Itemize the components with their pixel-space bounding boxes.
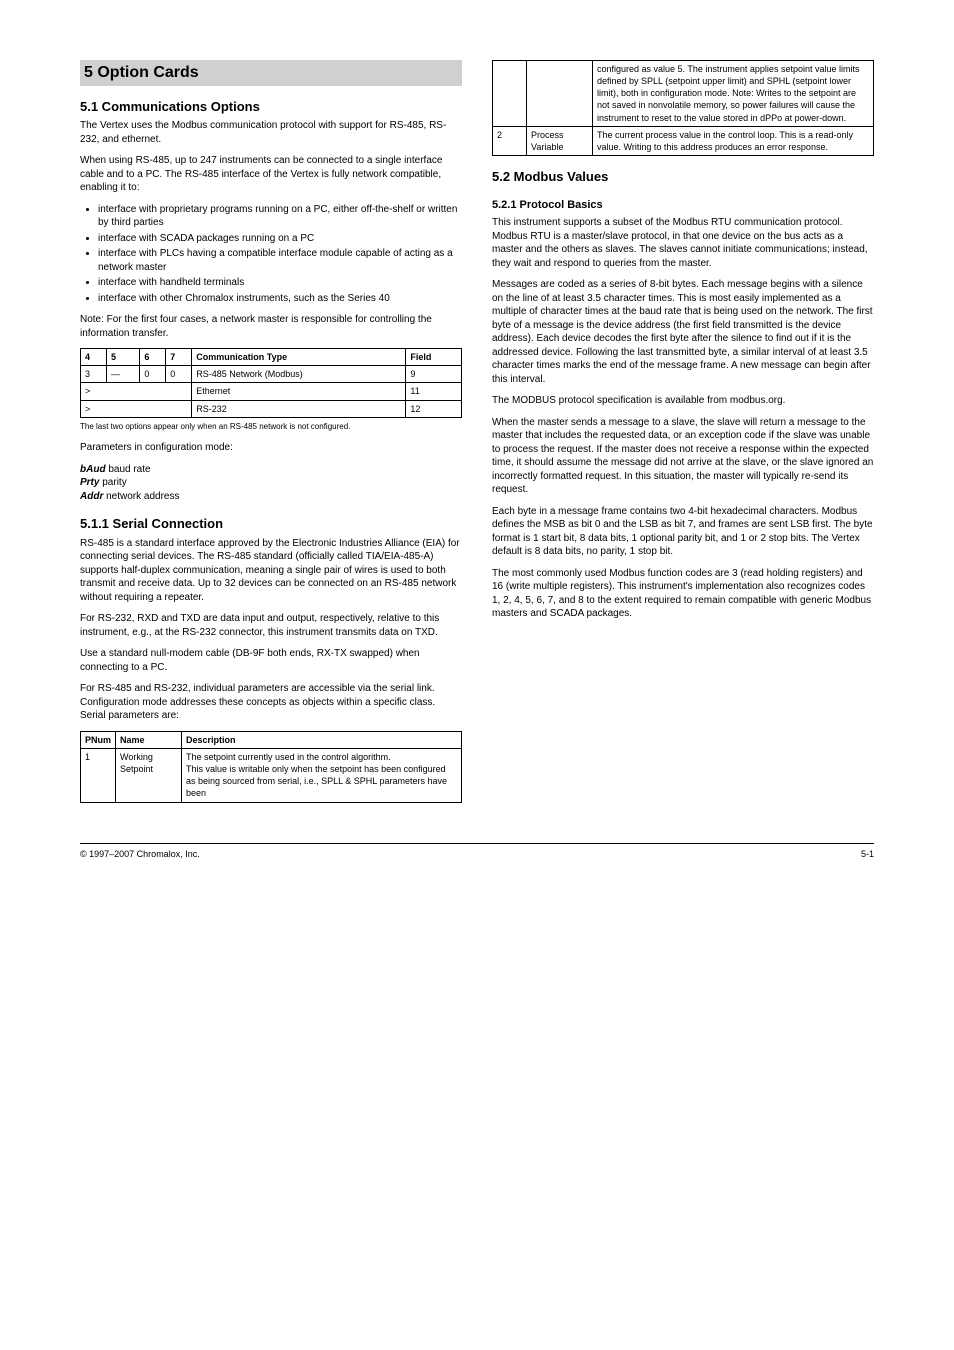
param-line: Prty parity <box>80 476 462 490</box>
th: Field <box>406 349 462 366</box>
th: 5 <box>106 349 139 366</box>
param-code: Prty <box>80 477 99 488</box>
param-line: Addr network address <box>80 490 462 504</box>
td: > <box>81 383 192 400</box>
intro-para-1: The Vertex uses the Modbus communication… <box>80 119 462 146</box>
table-row: 1 Working Setpoint The setpoint currentl… <box>81 748 462 802</box>
desc-line: This value is writable only when the set… <box>186 763 457 799</box>
td: The setpoint currently used in the contr… <box>182 748 462 802</box>
td <box>493 61 527 127</box>
params-subhead: Parameters in configuration mode: <box>80 441 462 455</box>
desc-text: This value is writable only when the set… <box>186 764 447 798</box>
intro-para-2: When using RS-485, up to 247 instruments… <box>80 154 462 195</box>
th: Communication Type <box>192 349 406 366</box>
proto-para: Messages are coded as a series of 8-bit … <box>492 278 874 386</box>
td: 3 <box>81 366 107 383</box>
td: 2 <box>493 126 527 155</box>
td: RS-232 <box>192 400 406 417</box>
td: 0 <box>166 366 192 383</box>
th: Name <box>116 731 182 748</box>
th: 7 <box>166 349 192 366</box>
td: — <box>106 366 139 383</box>
td <box>527 61 593 127</box>
list-item: interface with other Chromalox instrumen… <box>98 292 462 306</box>
subhead-modbus: 5.2 Modbus Values <box>492 168 874 186</box>
td: 1 <box>81 748 116 802</box>
list-item: interface with handheld terminals <box>98 276 462 290</box>
feature-list: interface with proprietary programs runn… <box>98 203 462 306</box>
table-row: configured as value 5. The instrument ap… <box>493 61 874 127</box>
footer-left: © 1997–2007 Chromalox, Inc. <box>80 848 200 860</box>
td: 12 <box>406 400 462 417</box>
subhead-protocol: 5.2.1 Protocol Basics <box>492 198 874 213</box>
td: configured as value 5. The instrument ap… <box>593 61 874 127</box>
table-row: 3 — 0 0 RS-485 Network (Modbus) 9 <box>81 366 462 383</box>
table-note: The last two options appear only when an… <box>80 422 462 432</box>
footer-right: 5-1 <box>861 848 874 860</box>
param-code: bAud <box>80 464 106 475</box>
serial-para: RS-485 is a standard interface approved … <box>80 537 462 605</box>
serial-param-table-cont: configured as value 5. The instrument ap… <box>492 60 874 156</box>
serial-param-table: PNum Name Description 1 Working Setpoint… <box>80 731 462 803</box>
param-desc: network address <box>106 491 179 502</box>
td: > <box>81 400 192 417</box>
td: RS-485 Network (Modbus) <box>192 366 406 383</box>
th: PNum <box>81 731 116 748</box>
proto-para: This instrument supports a subset of the… <box>492 216 874 270</box>
serial-para: For RS-485 and RS-232, individual parame… <box>80 682 462 723</box>
proto-para: The most commonly used Modbus function c… <box>492 567 874 621</box>
subhead-serial: 5.1.1 Serial Connection <box>80 515 462 533</box>
serial-para: Use a standard null-modem cable (DB-9F b… <box>80 647 462 674</box>
proto-para: Each byte in a message frame contains tw… <box>492 505 874 559</box>
order-code-table: 4 5 6 7 Communication Type Field 3 — 0 0… <box>80 348 462 418</box>
list-item: interface with PLCs having a compatible … <box>98 247 462 274</box>
param-code: Addr <box>80 491 103 502</box>
param-desc: baud rate <box>108 464 150 475</box>
th: Description <box>182 731 462 748</box>
subhead-comm-options: 5.1 Communications Options <box>80 98 462 116</box>
desc-line: The setpoint currently used in the contr… <box>186 751 457 763</box>
section-header: 5 Option Cards <box>80 60 462 86</box>
param-line: bAud baud rate <box>80 463 462 477</box>
list-item: interface with SCADA packages running on… <box>98 232 462 246</box>
td: The current process value in the control… <box>593 126 874 155</box>
th: 6 <box>140 349 166 366</box>
td: 11 <box>406 383 462 400</box>
td: Ethernet <box>192 383 406 400</box>
note-para: Note: For the first four cases, a networ… <box>80 313 462 340</box>
list-item: interface with proprietary programs runn… <box>98 203 462 230</box>
td: 9 <box>406 366 462 383</box>
serial-para: For RS-232, RXD and TXD are data input a… <box>80 612 462 639</box>
table-row: 2 Process Variable The current process v… <box>493 126 874 155</box>
td: 0 <box>140 366 166 383</box>
td: Working Setpoint <box>116 748 182 802</box>
page-footer: © 1997–2007 Chromalox, Inc. 5-1 <box>80 843 874 860</box>
table-row: > RS-232 12 <box>81 400 462 417</box>
th: 4 <box>81 349 107 366</box>
param-desc: parity <box>102 477 126 488</box>
td: Process Variable <box>527 126 593 155</box>
proto-para: When the master sends a message to a sla… <box>492 416 874 497</box>
proto-para: The MODBUS protocol specification is ava… <box>492 394 874 408</box>
table-row: > Ethernet 11 <box>81 383 462 400</box>
